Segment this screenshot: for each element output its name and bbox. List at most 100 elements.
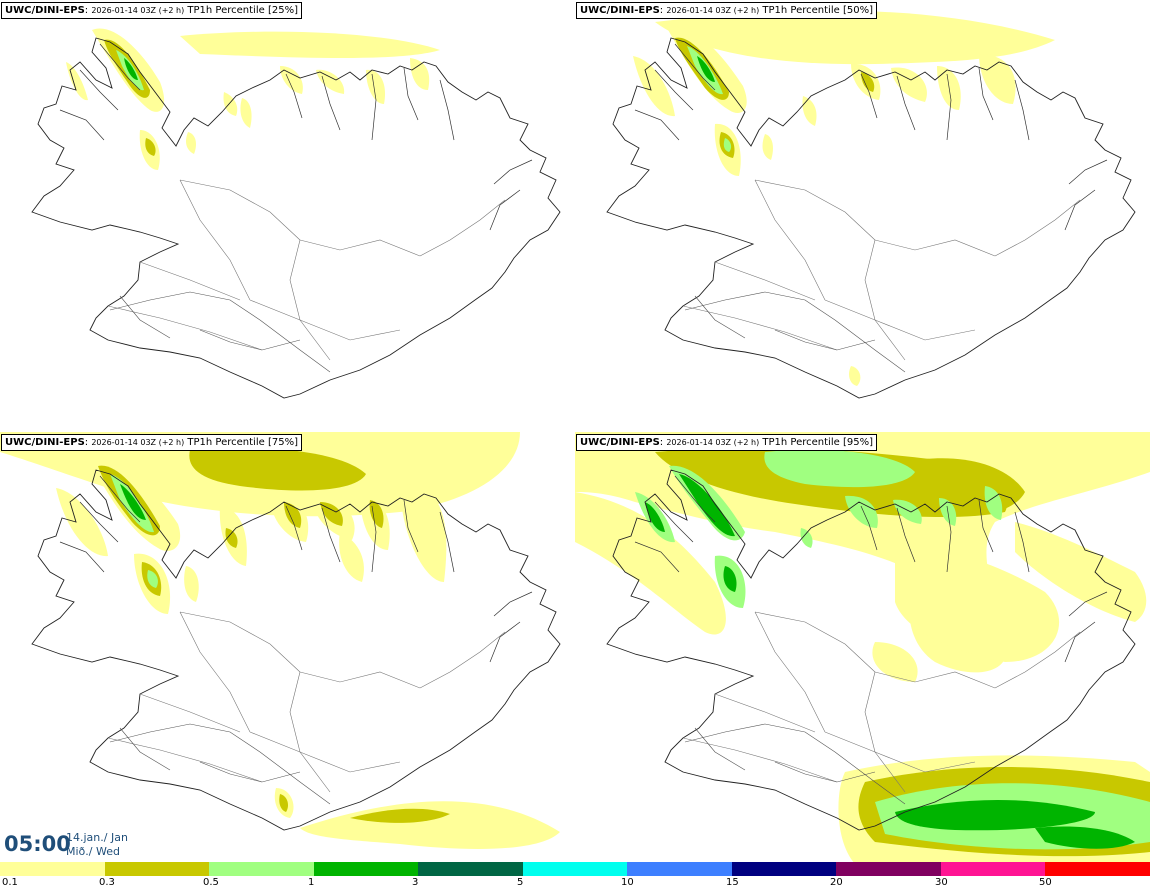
colorbar-swatch xyxy=(522,862,628,876)
precip-area xyxy=(120,484,146,520)
precip-area xyxy=(1035,826,1135,849)
map-panel-p25: UWC/DINI-EPS: 2026-01-14 03Z (+2 h) TP1h… xyxy=(0,0,575,432)
precip-area xyxy=(240,98,252,128)
fjord xyxy=(896,75,916,131)
precip-area xyxy=(895,549,1060,662)
boundary-line xyxy=(682,305,838,351)
precip-map xyxy=(575,432,1150,864)
fjord xyxy=(946,73,952,141)
precip-area xyxy=(225,528,238,548)
product-name: TP1h Percentile [25%] xyxy=(187,5,298,16)
boundary-line xyxy=(419,199,506,257)
colorbar xyxy=(0,862,1150,876)
colorbar-label: 15 xyxy=(726,877,739,888)
precip-area xyxy=(655,10,1055,65)
map-panel-p50: UWC/DINI-EPS: 2026-01-14 03Z (+2 h) TP1h… xyxy=(575,0,1150,432)
fjord xyxy=(1014,511,1030,573)
valid-date: 14.jan./ Jan Mið./ Wed xyxy=(66,831,128,859)
precip-area xyxy=(366,69,386,104)
panel-title: UWC/DINI-EPS: 2026-01-14 03Z (+2 h) TP1h… xyxy=(576,434,877,451)
precip-area xyxy=(410,58,430,90)
colorbar-label: 0.1 xyxy=(2,877,18,888)
map-panel-p95: UWC/DINI-EPS: 2026-01-14 03Z (+2 h) TP1h… xyxy=(575,432,1150,864)
road-line xyxy=(109,291,261,321)
colorbar-swatch xyxy=(940,862,1046,876)
precip-area xyxy=(861,72,875,92)
colorbar-swatch xyxy=(836,862,941,876)
boundary-line xyxy=(994,631,1081,689)
precip-area xyxy=(320,502,343,526)
valid-time: 05:00 xyxy=(4,832,71,856)
road-line xyxy=(119,295,171,339)
coastline xyxy=(31,37,561,399)
precip-area xyxy=(723,138,732,152)
precip-area xyxy=(800,528,813,548)
boundary-line xyxy=(139,693,241,733)
fjord xyxy=(1064,621,1096,663)
fjord xyxy=(1068,591,1108,617)
precip-area xyxy=(124,58,138,80)
fjord xyxy=(439,79,455,141)
boundary-line xyxy=(299,239,421,257)
road-line xyxy=(774,329,876,351)
road-line xyxy=(834,319,906,373)
colorbar-swatch xyxy=(104,862,210,876)
fjord xyxy=(860,73,878,119)
road-line xyxy=(834,751,906,805)
precip-fill xyxy=(0,432,560,849)
fjord xyxy=(321,75,341,131)
precip-area xyxy=(645,502,665,532)
boundary-line xyxy=(864,671,906,793)
colorbar-swatch xyxy=(627,862,732,876)
road-line xyxy=(694,295,746,339)
precip-fill xyxy=(575,432,1150,864)
colorbar-label: 0.3 xyxy=(99,877,115,888)
precip-area xyxy=(180,31,440,58)
colorbar-label: 3 xyxy=(412,877,419,888)
boundary-line xyxy=(754,179,826,301)
fjord xyxy=(59,109,105,141)
boundary-line xyxy=(714,693,816,733)
precip-area xyxy=(802,96,817,126)
colorbar-label: 50 xyxy=(1039,877,1052,888)
fjord xyxy=(285,505,303,551)
fjord xyxy=(1014,79,1030,141)
boundary-line xyxy=(139,261,241,301)
model-name: UWC/DINI-EPS xyxy=(5,5,85,16)
colorbar-swatch xyxy=(209,862,314,876)
precip-area xyxy=(679,474,735,537)
precip-area xyxy=(284,502,302,528)
boundary-line xyxy=(754,611,826,733)
valid-date-line2: Mið./ Wed xyxy=(66,845,120,858)
coastline xyxy=(606,37,1136,399)
boundary-line xyxy=(179,611,301,673)
fjord xyxy=(978,499,994,553)
precip-area xyxy=(223,92,238,116)
fjord xyxy=(285,73,303,119)
precip-area xyxy=(279,794,288,812)
boundary-line xyxy=(754,611,876,673)
fjord xyxy=(403,499,419,553)
iceland-outline xyxy=(606,469,1136,831)
panel-title: UWC/DINI-EPS: 2026-01-14 03Z (+2 h) TP1h… xyxy=(1,434,302,451)
panel-title: UWC/DINI-EPS: 2026-01-14 03Z (+2 h) TP1h… xyxy=(576,2,877,19)
precip-map xyxy=(0,432,561,849)
run-time: 2026-01-14 03Z (+2 h) xyxy=(91,6,185,15)
fjord xyxy=(674,475,716,523)
road-line xyxy=(109,723,261,753)
boundary-line xyxy=(824,731,976,773)
road-line xyxy=(259,751,331,805)
precip-area xyxy=(300,801,560,849)
precip-area xyxy=(893,499,922,524)
precip-area xyxy=(145,138,156,156)
fjord xyxy=(439,511,455,573)
precip-map xyxy=(31,28,561,399)
colorbar-label: 30 xyxy=(935,877,948,888)
run-time: 2026-01-14 03Z (+2 h) xyxy=(666,6,760,15)
road-line xyxy=(694,727,746,771)
iceland-outline xyxy=(31,469,561,831)
fjord xyxy=(321,507,341,563)
precip-area xyxy=(316,69,345,94)
precip-area xyxy=(186,132,196,154)
colorbar-label: 0.5 xyxy=(203,877,219,888)
